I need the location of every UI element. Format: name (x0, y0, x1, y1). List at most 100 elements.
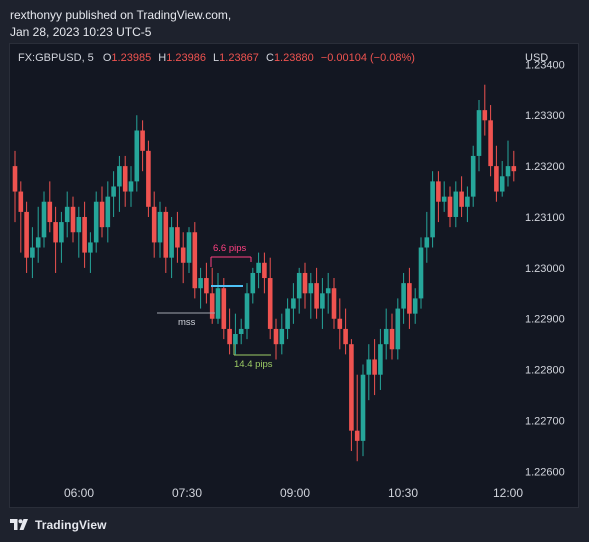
candle-body (482, 110, 488, 121)
y-tick-label: 1.23400 (525, 59, 565, 71)
candle-body (215, 288, 221, 319)
candle-body (430, 181, 435, 238)
y-tick-label: 1.22700 (525, 416, 565, 428)
candle-body (331, 288, 337, 319)
candle-body (436, 181, 441, 202)
candle-body (453, 191, 459, 217)
candle-body (465, 196, 470, 207)
candle-body (117, 166, 122, 187)
footer-brand: TradingView (35, 518, 107, 532)
candle-body (395, 308, 401, 350)
candle-body (146, 150, 151, 207)
chart-frame[interactable]: 6.6 pips mss 14.4 pips FX:GBPUSD, 5 O1.239… (9, 43, 579, 508)
candle-body (175, 227, 180, 248)
candle-body (122, 166, 128, 192)
candle-body (412, 298, 418, 314)
candle-body (267, 278, 273, 329)
x-tick-label: 09:00 (280, 486, 310, 500)
candle-body (372, 359, 377, 375)
candle-body (244, 293, 250, 329)
candle-body (447, 196, 453, 217)
candle-body (47, 201, 53, 223)
candle-body (192, 232, 198, 289)
y-tick-label: 1.22800 (525, 365, 565, 377)
legend-low-value: 1.23867 (219, 52, 259, 64)
candle-body (401, 283, 406, 309)
y-tick-label: 1.23300 (525, 110, 565, 122)
x-tick-label: 10:30 (388, 486, 418, 500)
candle-body (41, 201, 47, 238)
candle-body (198, 278, 203, 289)
candle-body (180, 247, 186, 263)
candle-body (308, 283, 314, 294)
candle-body (279, 328, 285, 345)
mss-label: mss (178, 317, 196, 328)
candle-body (250, 272, 256, 294)
candle-body (82, 216, 87, 253)
legend-high-value: 1.23986 (166, 52, 206, 64)
candle-body (111, 186, 116, 197)
candle-body (64, 206, 70, 223)
candle-body (366, 359, 372, 375)
candle-body (24, 211, 29, 258)
candle-body (343, 328, 348, 345)
candle-body (337, 318, 343, 329)
candle-body (227, 328, 232, 345)
candle-body (30, 247, 35, 258)
publisher-line: rexthonyy published on TradingView.com, (10, 8, 232, 22)
legend-change: −0.00104 (−0.08%) (321, 52, 415, 64)
candle-body (238, 328, 244, 335)
candle-body (424, 237, 430, 248)
candle-body (505, 166, 511, 177)
legend-open-value: 1.23985 (111, 52, 151, 64)
x-tick-label: 07:30 (172, 486, 202, 500)
candle-body (476, 110, 482, 156)
candle-body (349, 344, 354, 431)
legend-open-label: O (103, 52, 112, 64)
candle-body (221, 288, 227, 329)
candle-body (186, 232, 192, 263)
pips-bottom-label: 14.4 pips (234, 359, 273, 370)
price-axis[interactable]: 1.23400 1.23300 1.23200 1.23100 1.23000 1.229… (525, 59, 565, 478)
candle-body (256, 262, 261, 273)
candle-body (494, 166, 499, 192)
candle-body (354, 430, 360, 441)
candle-body (105, 196, 111, 228)
candle-body (233, 334, 238, 345)
candle-body (291, 298, 296, 309)
pips-top-label: 6.6 pips (213, 243, 247, 254)
footer: TradingView (10, 516, 107, 534)
candle-body (360, 374, 366, 441)
candle-body (209, 293, 215, 319)
candle-body (163, 211, 169, 258)
candle-body (262, 262, 267, 279)
candle-body (70, 206, 76, 233)
candle-body (93, 201, 99, 243)
candle-body (134, 130, 140, 182)
candle-body (511, 166, 517, 172)
candle-body (389, 328, 395, 350)
candle-body (499, 176, 505, 192)
candle-body (418, 247, 424, 299)
candle-body (76, 216, 82, 233)
candle-body (378, 344, 383, 375)
candle-body (320, 293, 325, 309)
candle-body (383, 328, 389, 345)
time-axis[interactable]: 06:00 07:30 09:00 10:30 12:00 (64, 486, 523, 500)
legend-close-value: 1.23880 (274, 52, 314, 64)
annotation-layer: 6.6 pips mss 14.4 pips (157, 243, 273, 370)
tradingview-logo-icon (10, 519, 28, 530)
candle-body (157, 211, 163, 243)
publish-date: Jan 28, 2023 10:23 UTC-5 (10, 25, 152, 39)
x-tick-label: 06:00 (64, 486, 94, 500)
candle-body (53, 222, 58, 243)
legend-high-label: H (158, 52, 166, 64)
candle-body (12, 166, 18, 192)
candle-body (35, 237, 41, 248)
y-tick-label: 1.23100 (525, 212, 565, 224)
candle-body (325, 288, 331, 294)
candle-body (459, 191, 464, 207)
candle-body (99, 201, 105, 228)
candle-body (128, 181, 134, 192)
